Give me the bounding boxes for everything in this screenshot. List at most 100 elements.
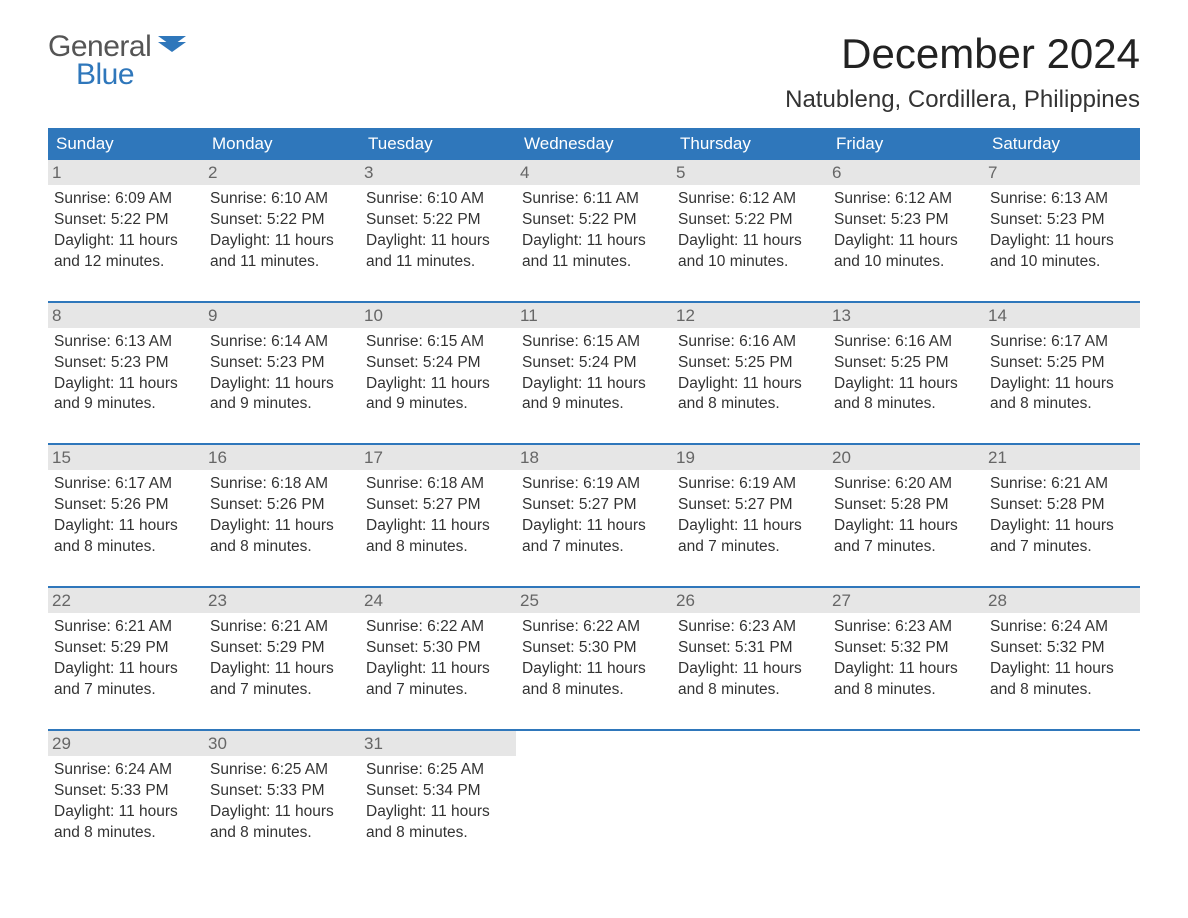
day-number: 23	[204, 588, 360, 613]
day-sunset: Sunset: 5:23 PM	[990, 210, 1136, 231]
day-body: Sunrise: 6:22 AMSunset: 5:30 PMDaylight:…	[520, 617, 668, 701]
day-body: Sunrise: 6:19 AMSunset: 5:27 PMDaylight:…	[520, 474, 668, 558]
day-sunrise: Sunrise: 6:22 AM	[522, 617, 668, 638]
day-cell: 12Sunrise: 6:16 AMSunset: 5:25 PMDayligh…	[672, 303, 828, 426]
day-body: Sunrise: 6:15 AMSunset: 5:24 PMDaylight:…	[364, 332, 512, 416]
day-cell: 9Sunrise: 6:14 AMSunset: 5:23 PMDaylight…	[204, 303, 360, 426]
day-cell: 19Sunrise: 6:19 AMSunset: 5:27 PMDayligh…	[672, 445, 828, 568]
day-sunset: Sunset: 5:27 PM	[678, 495, 824, 516]
day-dl1: Daylight: 11 hours	[990, 659, 1136, 680]
week-row: 15Sunrise: 6:17 AMSunset: 5:26 PMDayligh…	[48, 443, 1140, 568]
day-sunset: Sunset: 5:25 PM	[678, 353, 824, 374]
week-row: 8Sunrise: 6:13 AMSunset: 5:23 PMDaylight…	[48, 301, 1140, 426]
day-header-cell: Sunday	[48, 128, 204, 160]
day-dl1: Daylight: 11 hours	[54, 516, 200, 537]
day-dl2: and 8 minutes.	[834, 394, 980, 415]
day-dl2: and 8 minutes.	[210, 823, 356, 844]
title-block: December 2024 Natubleng, Cordillera, Phi…	[785, 30, 1140, 114]
day-dl1: Daylight: 11 hours	[678, 231, 824, 252]
day-header-cell: Thursday	[672, 128, 828, 160]
day-cell: 8Sunrise: 6:13 AMSunset: 5:23 PMDaylight…	[48, 303, 204, 426]
day-sunrise: Sunrise: 6:24 AM	[54, 760, 200, 781]
day-number: 7	[984, 160, 1140, 185]
day-dl2: and 8 minutes.	[990, 680, 1136, 701]
day-dl2: and 7 minutes.	[210, 680, 356, 701]
day-dl1: Daylight: 11 hours	[210, 802, 356, 823]
location: Natubleng, Cordillera, Philippines	[785, 86, 1140, 114]
day-sunset: Sunset: 5:23 PM	[210, 353, 356, 374]
day-number: 31	[360, 731, 516, 756]
day-number: 3	[360, 160, 516, 185]
day-body: Sunrise: 6:19 AMSunset: 5:27 PMDaylight:…	[676, 474, 824, 558]
day-body: Sunrise: 6:13 AMSunset: 5:23 PMDaylight:…	[52, 332, 200, 416]
day-body: Sunrise: 6:25 AMSunset: 5:34 PMDaylight:…	[364, 760, 512, 844]
day-sunset: Sunset: 5:28 PM	[990, 495, 1136, 516]
day-sunrise: Sunrise: 6:10 AM	[366, 189, 512, 210]
day-sunrise: Sunrise: 6:16 AM	[678, 332, 824, 353]
day-sunrise: Sunrise: 6:14 AM	[210, 332, 356, 353]
day-sunrise: Sunrise: 6:12 AM	[678, 189, 824, 210]
day-cell	[516, 731, 672, 854]
day-cell: 18Sunrise: 6:19 AMSunset: 5:27 PMDayligh…	[516, 445, 672, 568]
day-sunset: Sunset: 5:33 PM	[54, 781, 200, 802]
day-sunset: Sunset: 5:29 PM	[210, 638, 356, 659]
day-dl2: and 12 minutes.	[54, 252, 200, 273]
day-sunrise: Sunrise: 6:20 AM	[834, 474, 980, 495]
day-sunset: Sunset: 5:22 PM	[678, 210, 824, 231]
day-cell: 1Sunrise: 6:09 AMSunset: 5:22 PMDaylight…	[48, 160, 204, 283]
day-body: Sunrise: 6:18 AMSunset: 5:27 PMDaylight:…	[364, 474, 512, 558]
day-sunrise: Sunrise: 6:23 AM	[678, 617, 824, 638]
day-number: 26	[672, 588, 828, 613]
day-dl2: and 7 minutes.	[522, 537, 668, 558]
day-body: Sunrise: 6:23 AMSunset: 5:32 PMDaylight:…	[832, 617, 980, 701]
day-dl1: Daylight: 11 hours	[210, 374, 356, 395]
day-sunset: Sunset: 5:24 PM	[366, 353, 512, 374]
day-number: 30	[204, 731, 360, 756]
day-body: Sunrise: 6:16 AMSunset: 5:25 PMDaylight:…	[832, 332, 980, 416]
day-number: 15	[48, 445, 204, 470]
day-cell: 11 Sunrise: 6:15 AMSunset: 5:24 PMDayligh…	[516, 303, 672, 426]
day-sunset: Sunset: 5:22 PM	[210, 210, 356, 231]
day-number: 14	[984, 303, 1140, 328]
day-dl1: Daylight: 11 hours	[678, 659, 824, 680]
day-number: 6	[828, 160, 984, 185]
day-dl1: Daylight: 11 hours	[834, 516, 980, 537]
day-cell: 14 Sunrise: 6:17 AMSunset: 5:25 PMDayligh…	[984, 303, 1140, 426]
day-body: Sunrise: 6:24 AMSunset: 5:33 PMDaylight:…	[52, 760, 200, 844]
day-cell: 24Sunrise: 6:22 AMSunset: 5:30 PMDayligh…	[360, 588, 516, 711]
day-dl2: and 7 minutes.	[834, 537, 980, 558]
day-dl1: Daylight: 11 hours	[366, 374, 512, 395]
day-cell: 23Sunrise: 6:21 AMSunset: 5:29 PMDayligh…	[204, 588, 360, 711]
month-title: December 2024	[785, 30, 1140, 78]
day-sunset: Sunset: 5:33 PM	[210, 781, 356, 802]
day-cell: 2Sunrise: 6:10 AMSunset: 5:22 PMDaylight…	[204, 160, 360, 283]
day-sunrise: Sunrise: 6:13 AM	[54, 332, 200, 353]
day-cell	[672, 731, 828, 854]
day-cell: 25Sunrise: 6:22 AMSunset: 5:30 PMDayligh…	[516, 588, 672, 711]
day-dl2: and 7 minutes.	[678, 537, 824, 558]
day-dl2: and 8 minutes.	[834, 680, 980, 701]
day-sunrise: Sunrise: 6:09 AM	[54, 189, 200, 210]
day-sunrise: Sunrise: 6:21 AM	[990, 474, 1136, 495]
day-body: Sunrise: 6:23 AMSunset: 5:31 PMDaylight:…	[676, 617, 824, 701]
day-body: Sunrise: 6:17 AMSunset: 5:25 PMDaylight:…	[988, 332, 1136, 416]
day-sunset: Sunset: 5:29 PM	[54, 638, 200, 659]
day-body: Sunrise: 6:13 AMSunset: 5:23 PMDaylight:…	[988, 189, 1136, 273]
day-body: Sunrise: 6:15 AMSunset: 5:24 PMDaylight:…	[520, 332, 668, 416]
day-sunset: Sunset: 5:26 PM	[54, 495, 200, 516]
day-sunset: Sunset: 5:24 PM	[522, 353, 668, 374]
week-row: 29Sunrise: 6:24 AMSunset: 5:33 PMDayligh…	[48, 729, 1140, 854]
day-number: 11	[516, 303, 672, 328]
day-header-cell: Monday	[204, 128, 360, 160]
day-dl2: and 10 minutes.	[990, 252, 1136, 273]
day-dl1: Daylight: 11 hours	[366, 659, 512, 680]
logo-flag-icon	[158, 36, 186, 61]
day-cell: 13Sunrise: 6:16 AMSunset: 5:25 PMDayligh…	[828, 303, 984, 426]
calendar: Sunday Monday Tuesday Wednesday Thursday…	[48, 128, 1140, 853]
day-sunrise: Sunrise: 6:25 AM	[210, 760, 356, 781]
day-body: Sunrise: 6:25 AMSunset: 5:33 PMDaylight:…	[208, 760, 356, 844]
day-number: 2	[204, 160, 360, 185]
day-dl1: Daylight: 11 hours	[990, 374, 1136, 395]
day-number: 29	[48, 731, 204, 756]
day-sunrise: Sunrise: 6:10 AM	[210, 189, 356, 210]
